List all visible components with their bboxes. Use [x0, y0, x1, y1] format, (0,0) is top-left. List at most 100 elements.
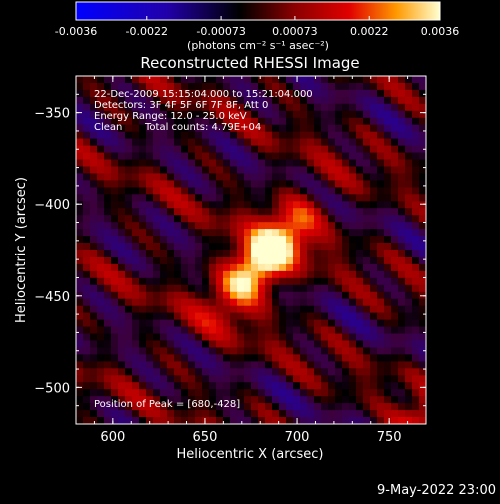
heatmap-cell: [335, 187, 343, 195]
heatmap-cell: [272, 83, 280, 91]
heatmap-cell: [363, 124, 371, 133]
heatmap-cell: [279, 368, 287, 376]
heatmap-cell: [223, 201, 231, 209]
heatmap-cell: [97, 229, 105, 237]
heatmap-cell: [174, 222, 182, 230]
heatmap-cell: [216, 361, 224, 369]
heatmap-cell: [265, 347, 273, 355]
heatmap-cell: [244, 124, 252, 133]
heatmap-cell: [111, 187, 119, 195]
heatmap-cell: [363, 76, 371, 84]
heatmap-cell: [160, 76, 168, 84]
heatmap-cell: [335, 340, 343, 349]
heatmap-cell: [335, 166, 343, 175]
heatmap-cell: [279, 145, 287, 154]
heatmap-cell: [174, 403, 182, 411]
heatmap-cell: [370, 166, 378, 175]
heatmap-cell: [342, 340, 350, 349]
heatmap-cell: [265, 403, 273, 411]
heatmap-cell: [384, 236, 392, 244]
heatmap-cell: [300, 340, 308, 349]
heatmap-cell: [216, 284, 224, 293]
heatmap-cell: [237, 319, 245, 328]
heatmap-cell: [258, 159, 266, 168]
heatmap-cell: [237, 354, 245, 362]
heatmap-cell: [230, 298, 238, 307]
heatmap-cell: [307, 159, 315, 168]
heatmap-cell: [321, 76, 329, 84]
heatmap-cell: [104, 277, 112, 286]
heatmap-cell: [405, 180, 413, 188]
heatmap-cell: [265, 117, 273, 126]
heatmap-cell: [90, 368, 98, 376]
heatmap-cell: [349, 403, 357, 411]
heatmap-cell: [251, 159, 259, 168]
heatmap-cell: [83, 243, 91, 251]
heatmap-cell: [377, 110, 385, 119]
heatmap-cell: [188, 201, 196, 209]
heatmap-cell: [97, 361, 105, 369]
heatmap-cell: [139, 124, 147, 133]
x-axis-label: Heliocentric X (arcsec): [177, 447, 324, 462]
heatmap-cell: [265, 138, 273, 147]
heatmap-cell: [132, 201, 140, 209]
heatmap-cell: [230, 333, 238, 342]
heatmap-cell: [391, 103, 399, 112]
heatmap-cell: [237, 131, 245, 140]
heatmap-cell: [258, 180, 266, 188]
heatmap-cell: [398, 89, 406, 98]
heatmap-cell: [419, 124, 426, 133]
heatmap-cell: [188, 277, 196, 286]
heatmap-cell: [321, 187, 329, 195]
heatmap-cell: [314, 284, 322, 293]
heatmap-cell: [251, 284, 259, 293]
heatmap-cell: [384, 410, 392, 418]
heatmap-cell: [90, 326, 98, 335]
annotation-peak: Position of Peak = [680,-428]: [94, 399, 240, 410]
heatmap-cell: [391, 83, 399, 91]
heatmap-cell: [384, 389, 392, 397]
heatmap-cell: [174, 159, 182, 168]
heatmap-cell: [349, 270, 357, 279]
heatmap-cell: [419, 96, 426, 105]
heatmap-cell: [335, 263, 343, 272]
heatmap-cell: [97, 305, 105, 314]
heatmap-cell: [132, 83, 140, 91]
heatmap-cell: [328, 403, 336, 411]
heatmap-cell: [321, 361, 329, 369]
heatmap-cell: [237, 305, 245, 314]
heatmap-cell: [223, 124, 231, 133]
heatmap-cell: [97, 194, 105, 202]
heatmap-cell: [174, 319, 182, 328]
heatmap-cell: [132, 243, 140, 251]
heatmap-cell: [300, 284, 308, 293]
heatmap-cell: [321, 291, 329, 300]
heatmap-cell: [202, 347, 210, 355]
heatmap-cell: [181, 236, 189, 244]
heatmap-cell: [279, 284, 287, 293]
heatmap-cell: [335, 236, 343, 244]
heatmap-cell: [230, 291, 238, 300]
heatmap-cell: [125, 152, 133, 161]
heatmap-cell: [90, 117, 98, 126]
heatmap-cell: [286, 277, 294, 286]
colorbar: -0.0036 -0.0022 -0.00073 0.00073 0.0022 0.003…: [55, 1, 459, 52]
heatmap-cell: [230, 194, 238, 202]
heatmap-cell: [132, 103, 140, 112]
heatmap-cell: [209, 201, 217, 209]
heatmap-cell: [398, 361, 406, 369]
heatmap-cell: [181, 403, 189, 411]
heatmap-cell: [398, 277, 406, 286]
heatmap-cell: [349, 382, 357, 390]
heatmap-cell: [188, 417, 196, 424]
heatmap-cell: [307, 138, 315, 147]
heatmap-cell: [307, 103, 315, 112]
heatmap-cell: [244, 410, 252, 418]
heatmap-cell: [328, 417, 336, 424]
heatmap-cell: [412, 173, 420, 181]
heatmap-cell: [230, 124, 238, 133]
heatmap-cell: [125, 389, 133, 397]
heatmap-cell: [342, 291, 350, 300]
heatmap-cell: [125, 270, 133, 279]
heatmap-cell: [111, 270, 119, 279]
